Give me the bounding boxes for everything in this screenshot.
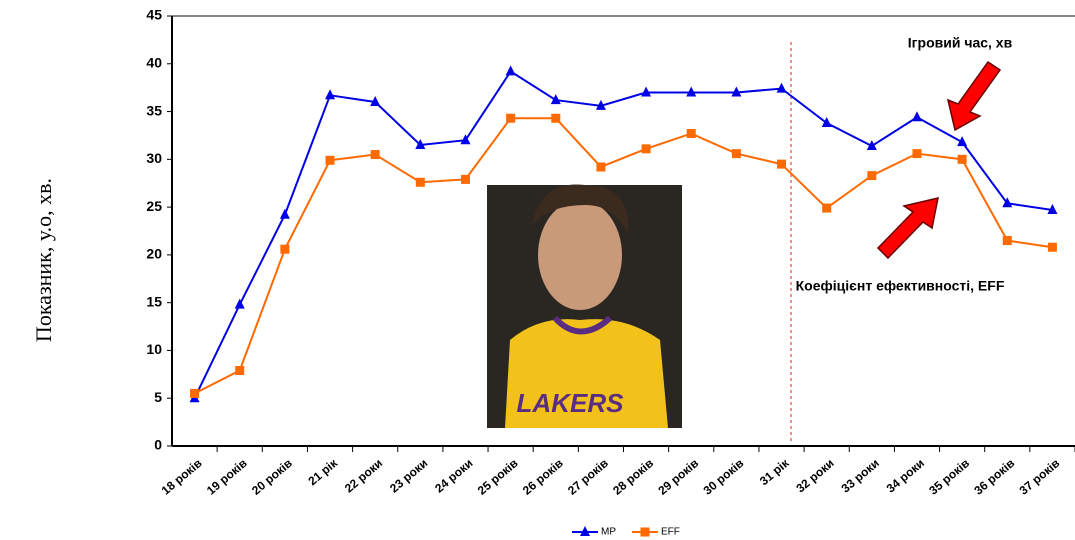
x-tick-label: 34 роки: [884, 456, 927, 495]
point: [1047, 242, 1057, 252]
y-tick-label: 35: [146, 102, 162, 118]
x-tick-label: 28 років: [610, 456, 656, 498]
point: [506, 113, 516, 123]
photo: LAKERS: [487, 184, 682, 428]
x-tick-label: 36 років: [971, 456, 1017, 498]
point: [325, 89, 336, 100]
x-tick-label: 21 рік: [305, 455, 340, 488]
x-tick-label: 33 роки: [839, 456, 882, 495]
point: [957, 154, 967, 164]
arrow: [876, 197, 939, 260]
arrow: [946, 60, 1002, 132]
point: [551, 113, 561, 123]
point: [821, 117, 832, 128]
point: [686, 86, 697, 97]
x-tick-label: 27 років: [565, 456, 611, 498]
y-tick-label: 45: [146, 7, 162, 23]
x-tick-label: 18 років: [159, 456, 205, 498]
point: [279, 208, 290, 219]
y-tick-label: 0: [154, 437, 162, 453]
point: [822, 203, 832, 213]
point: [641, 144, 651, 154]
point: [234, 298, 245, 309]
point: [190, 388, 200, 398]
x-tick-label: 29 років: [655, 456, 701, 498]
point: [325, 155, 335, 165]
legend-label: EFF: [661, 527, 680, 538]
x-tick-label: 30 років: [701, 456, 747, 498]
point: [731, 86, 742, 97]
annotation: Ігровий час, хв: [908, 35, 1013, 51]
point: [460, 134, 471, 145]
x-tick-label: 23 роки: [387, 456, 430, 495]
y-tick-label: 40: [146, 54, 162, 70]
point: [957, 136, 968, 147]
point: [415, 139, 426, 149]
point: [1047, 203, 1058, 214]
legend-label: MP: [601, 527, 616, 538]
point: [550, 94, 561, 105]
x-tick-label: 19 років: [204, 456, 250, 498]
point: [912, 149, 922, 159]
series-line: [193, 70, 1053, 399]
point: [776, 82, 787, 93]
annotation: Коефіцієнт ефективності, EFF: [796, 278, 1005, 294]
legend-marker: [640, 527, 650, 537]
x-tick-label: 31 рік: [757, 455, 792, 488]
point: [866, 139, 877, 150]
x-tick-label: 35 років: [926, 456, 972, 498]
point: [595, 99, 606, 110]
point: [280, 244, 290, 254]
point: [370, 96, 381, 106]
point: [641, 86, 652, 97]
y-tick-label: 10: [146, 341, 162, 357]
point: [867, 171, 877, 181]
x-tick-label: 32 роки: [793, 456, 836, 495]
legend-marker: [580, 526, 590, 536]
point: [1002, 197, 1013, 208]
x-tick-label: 37 років: [1017, 456, 1063, 498]
x-tick-label: 22 роки: [342, 456, 385, 495]
point: [415, 177, 425, 187]
y-tick-label: 20: [146, 246, 162, 262]
point: [596, 162, 606, 172]
point: [731, 149, 741, 159]
point: [1002, 236, 1012, 246]
svg-text:LAKERS: LAKERS: [517, 388, 625, 418]
point: [686, 129, 696, 139]
point: [505, 65, 516, 76]
y-axis-label: Показник, у.о, хв.: [31, 178, 56, 342]
y-tick-label: 5: [154, 389, 162, 405]
point: [235, 366, 245, 376]
x-tick-label: 25 років: [475, 456, 521, 498]
x-tick-label: 26 років: [520, 456, 566, 498]
point: [777, 159, 787, 169]
x-tick-label: 24 роки: [432, 456, 475, 495]
point: [911, 111, 922, 122]
x-tick-label: 20 років: [249, 456, 295, 498]
series-line: [194, 117, 1053, 395]
point: [370, 150, 380, 160]
y-tick-label: 25: [146, 198, 162, 214]
y-tick-label: 30: [146, 150, 162, 166]
y-tick-label: 15: [146, 293, 162, 309]
point: [460, 174, 470, 184]
